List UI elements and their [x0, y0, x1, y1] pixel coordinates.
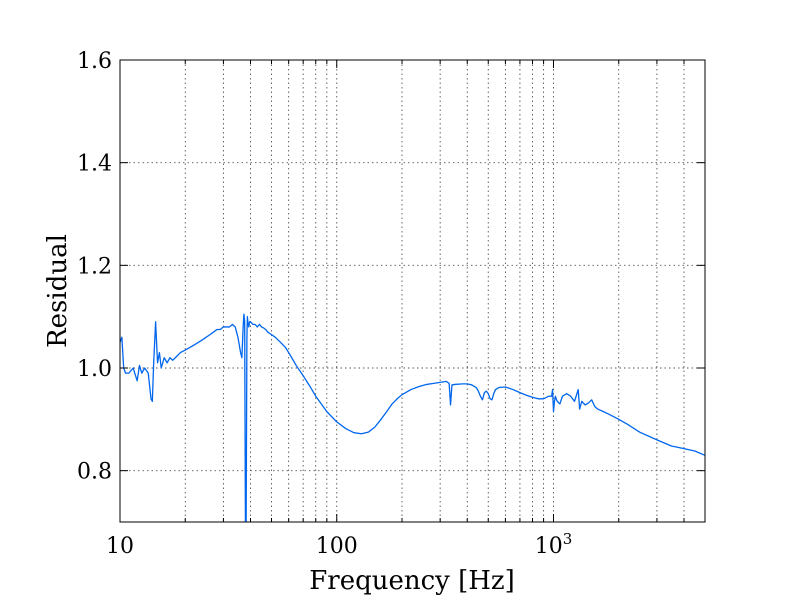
plot-frame	[119, 59, 706, 523]
y-tick-label: 1.0	[77, 357, 112, 382]
data-series-line	[120, 313, 705, 522]
x-tick-label: 103	[535, 530, 573, 559]
y-tick-label: 1.6	[77, 49, 112, 74]
grid	[120, 60, 705, 522]
x-axis-label: Frequency [Hz]	[309, 566, 515, 596]
tick-labels: 10 100 103 0.8 1.0 1.2 1.4 1.6	[77, 49, 572, 559]
axis-ticks	[120, 59, 705, 522]
plot-area	[120, 313, 705, 522]
y-tick-label: 1.4	[77, 152, 112, 177]
y-tick-label: 0.8	[77, 460, 112, 485]
x-tick-label: 10	[106, 534, 134, 559]
y-tick-label: 1.2	[77, 254, 112, 279]
x-tick-label: 100	[316, 534, 358, 559]
y-axis-label: Residual	[43, 234, 73, 348]
